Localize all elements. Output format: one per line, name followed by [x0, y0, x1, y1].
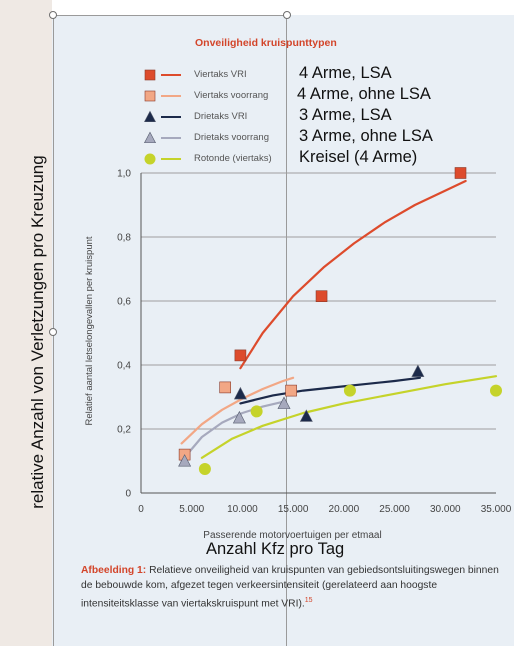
resize-handle-top-left[interactable]	[49, 11, 57, 19]
data-point-1-1	[219, 381, 231, 394]
data-point-4-3	[490, 384, 502, 397]
legend-label-viertaks-vri: Viertaks VRI	[194, 69, 247, 80]
legend-label-rotonde: Rotonde (viertaks)	[194, 153, 272, 164]
y-tick-label: 0,8	[117, 233, 131, 244]
legend-marker-2	[144, 110, 156, 123]
x-tick-label: 25.000	[379, 504, 410, 515]
data-point-0-0	[234, 349, 247, 362]
legend-label-viertaks-voorrang: Viertaks voorrang	[194, 90, 269, 101]
data-point-2-0	[233, 386, 247, 400]
legend-marker-1	[144, 90, 156, 102]
data-point-3-2	[277, 396, 291, 409]
data-point-3-0	[178, 454, 192, 467]
x-tick-label: 15.000	[278, 504, 309, 515]
caption-label: Afbeelding 1:	[81, 565, 147, 576]
x-tick-label: 35.000	[481, 504, 512, 515]
data-point-1-2	[285, 384, 297, 397]
resize-handle-middle-left[interactable]	[49, 328, 57, 336]
legend-marker-3	[144, 131, 156, 144]
chart-title: Onveiligheid kruispunttypen	[195, 37, 337, 49]
legend-marker-0	[144, 69, 156, 81]
y-tick-label: 0,4	[117, 361, 131, 372]
x-tick-label: 5.000	[179, 504, 204, 515]
figure-panel	[52, 15, 514, 646]
y-tick-label: 0	[125, 489, 131, 500]
legend-note-rotonde: Kreisel (4 Arme)	[299, 148, 418, 166]
x-tick-label: 0	[138, 504, 144, 515]
legend-label-drietaks-vri: Drietaks VRI	[194, 111, 248, 122]
data-point-0-2	[454, 167, 467, 179]
data-point-2-1	[299, 409, 313, 422]
x-tick-label: 10.000	[227, 504, 258, 515]
left-margin-strip	[0, 0, 52, 646]
legend-note-viertaks-voorrang: 4 Arme, ohne LSA	[297, 85, 431, 103]
caption-text: Relatieve onveiligheid van kruispunten v…	[81, 565, 499, 610]
x-axis-note: Anzahl Kfz pro Tag	[206, 540, 345, 558]
x-tick-label: 20.000	[329, 504, 360, 515]
data-point-2-2	[411, 364, 425, 377]
trend-line-2	[239, 376, 421, 405]
y-tick-label: 1,0	[117, 169, 131, 180]
y-tick-label: 0,6	[117, 297, 131, 308]
trend-line-0	[239, 179, 467, 370]
legend-label-drietaks-voorrang: Drietaks voorrang	[194, 132, 269, 143]
x-axis-title: Passerende motorvoertuigen per etmaal	[203, 530, 381, 541]
figure-caption: Afbeelding 1: Relatieve onveiligheid van…	[81, 563, 501, 611]
legend-marker-4	[144, 153, 156, 165]
data-point-0-1	[315, 290, 328, 303]
y-axis-title: Relatief aantal letselongevallen per kru…	[84, 236, 95, 425]
data-point-4-1	[250, 405, 263, 418]
trend-line-3	[180, 400, 285, 463]
resize-handle-top-center[interactable]	[283, 11, 291, 19]
x-tick-label: 30.000	[430, 504, 461, 515]
caption-footnote: 15	[304, 597, 313, 604]
legend-note-drietaks-vri: 3 Arme, LSA	[299, 106, 392, 124]
data-point-3-1	[232, 410, 246, 424]
data-point-4-0	[198, 463, 211, 475]
trend-line-4	[200, 375, 498, 459]
data-point-4-2	[343, 384, 356, 397]
legend-note-viertaks-vri: 4 Arme, LSA	[299, 64, 392, 82]
trend-line-1	[180, 376, 295, 445]
y-tick-label: 0,2	[117, 425, 131, 436]
legend-note-drietaks-voorrang: 3 Arme, ohne LSA	[299, 127, 433, 145]
